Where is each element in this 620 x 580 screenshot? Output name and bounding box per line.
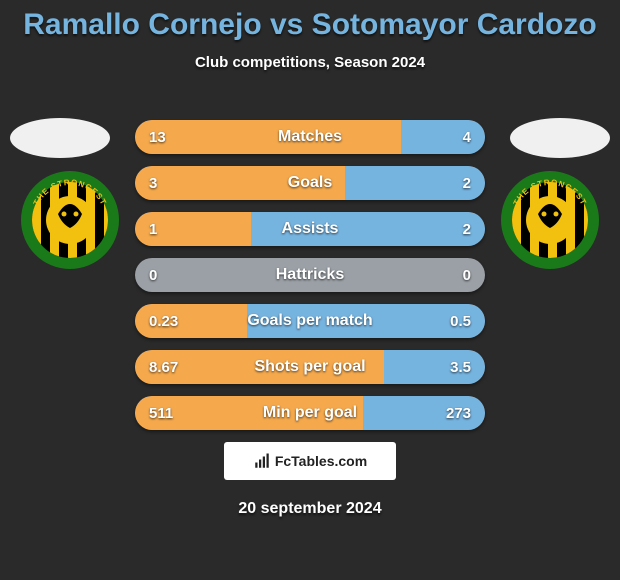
stat-label: Min per goal (135, 396, 485, 430)
stat-row: 32Goals (135, 166, 485, 200)
stat-row: 00Hattricks (135, 258, 485, 292)
chart-icon (253, 452, 271, 470)
stat-label: Goals per match (135, 304, 485, 338)
stat-label: Assists (135, 212, 485, 246)
stat-label: Goals (135, 166, 485, 200)
stat-row: 511273Min per goal (135, 396, 485, 430)
stat-label: Matches (135, 120, 485, 154)
stat-row: 12Assists (135, 212, 485, 246)
comparison-subtitle: Club competitions, Season 2024 (0, 54, 620, 71)
comparison-title: Ramallo Cornejo vs Sotomayor Cardozo (0, 0, 620, 42)
stats-container: 134Matches 32Goals 12Assists 00Hattricks 0.2… (135, 120, 485, 442)
stat-row: 0.230.5Goals per match (135, 304, 485, 338)
stat-row: 134Matches (135, 120, 485, 154)
stat-label: Hattricks (135, 258, 485, 292)
date-text: 20 september 2024 (0, 500, 620, 518)
stat-label: Shots per goal (135, 350, 485, 384)
player-left-avatar (10, 118, 110, 158)
branding-text: FcTables.com (275, 453, 367, 469)
player-right-avatar (510, 118, 610, 158)
club-badge-right: THE STRONGEST (500, 170, 600, 270)
stat-row: 8.673.5Shots per goal (135, 350, 485, 384)
club-badge-left: THE STRONGEST (20, 170, 120, 270)
branding-box: FcTables.com (224, 442, 396, 480)
